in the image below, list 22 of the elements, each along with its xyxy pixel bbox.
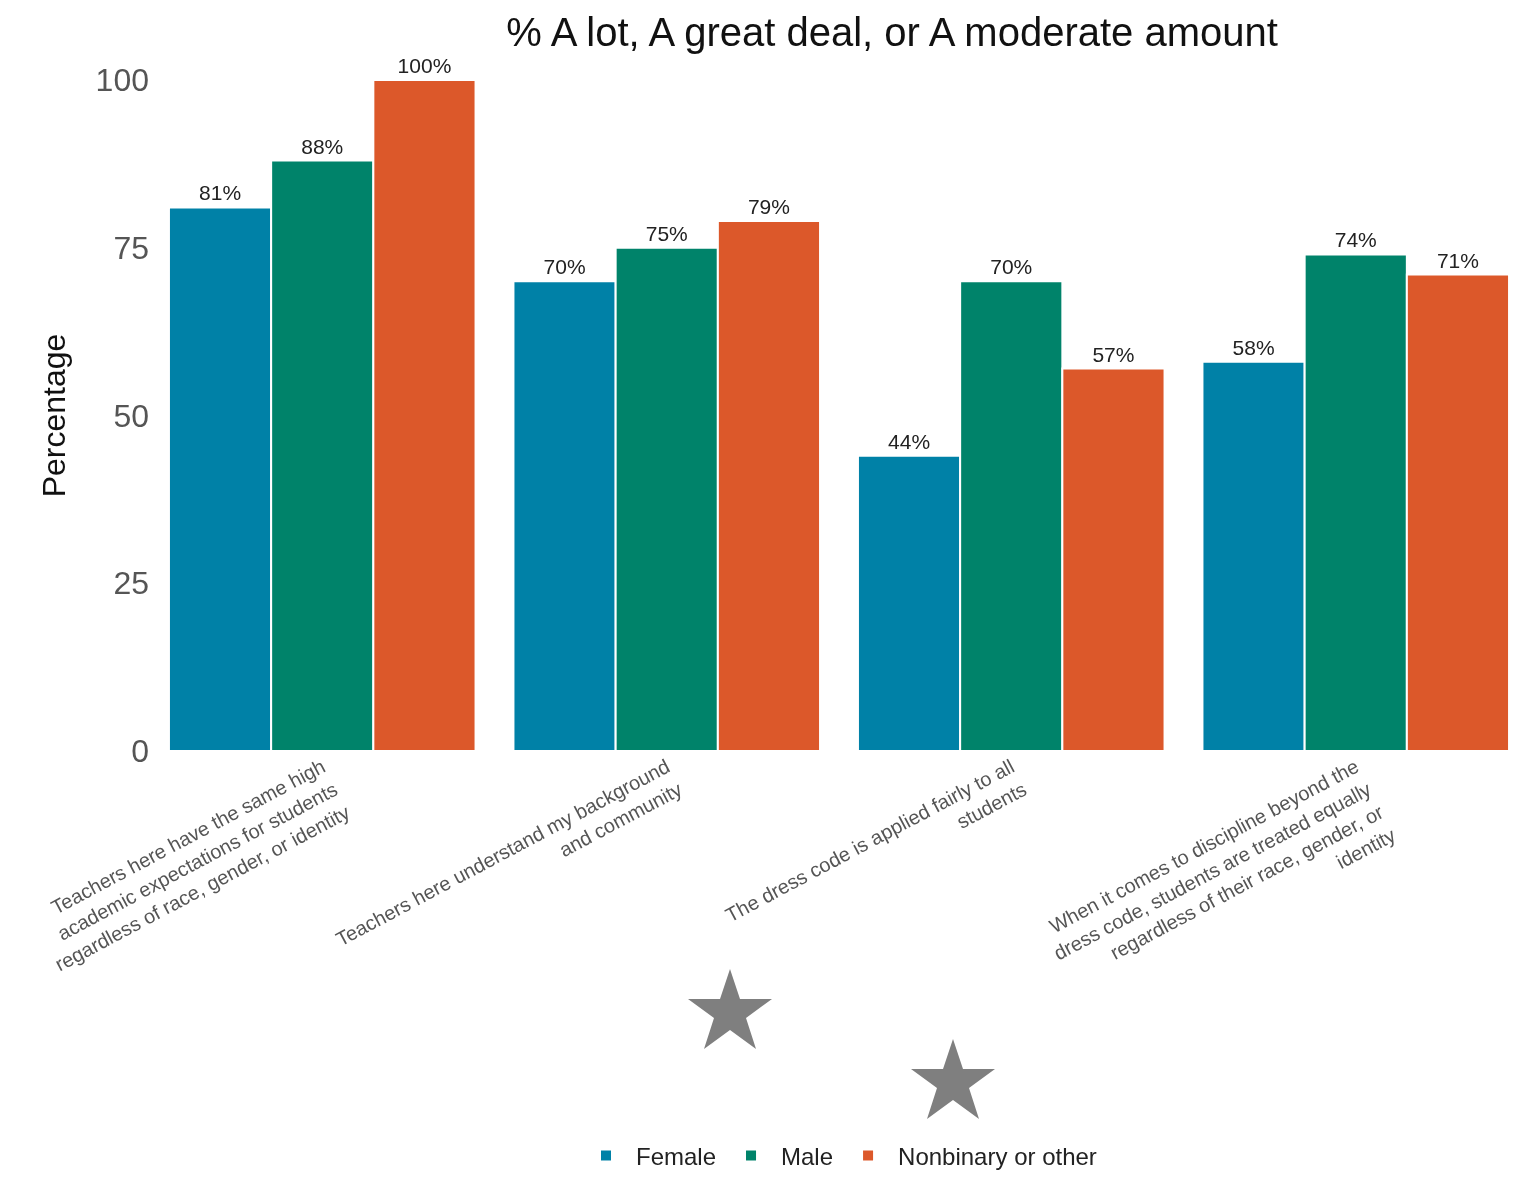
data-label: 75% bbox=[645, 221, 688, 245]
data-label: 81% bbox=[199, 181, 242, 205]
y-tick-label: 50 bbox=[113, 397, 149, 434]
legend-label: Nonbinary or other bbox=[898, 1142, 1097, 1170]
data-label: 71% bbox=[1436, 248, 1479, 272]
y-tick-label: 100 bbox=[95, 62, 149, 99]
data-label: 58% bbox=[1232, 335, 1275, 359]
data-label: 88% bbox=[301, 134, 344, 158]
y-axis-title: Percentage bbox=[35, 333, 72, 498]
data-label: 74% bbox=[1334, 228, 1377, 252]
y-tick-label: 25 bbox=[113, 565, 149, 602]
data-label: 70% bbox=[990, 255, 1033, 279]
legend-label: Female bbox=[636, 1142, 717, 1170]
y-tick-label: 0 bbox=[131, 733, 149, 770]
data-label: 44% bbox=[888, 429, 931, 453]
data-label: 79% bbox=[747, 194, 790, 218]
y-tick-label: 75 bbox=[113, 229, 149, 266]
data-label: 57% bbox=[1092, 342, 1135, 366]
data-label: 100% bbox=[397, 54, 452, 77]
chart-title: % A lot, A great deal, or A moderate amount bbox=[506, 9, 1278, 54]
data-label: 70% bbox=[543, 255, 586, 279]
legend-label: Male bbox=[781, 1142, 834, 1170]
